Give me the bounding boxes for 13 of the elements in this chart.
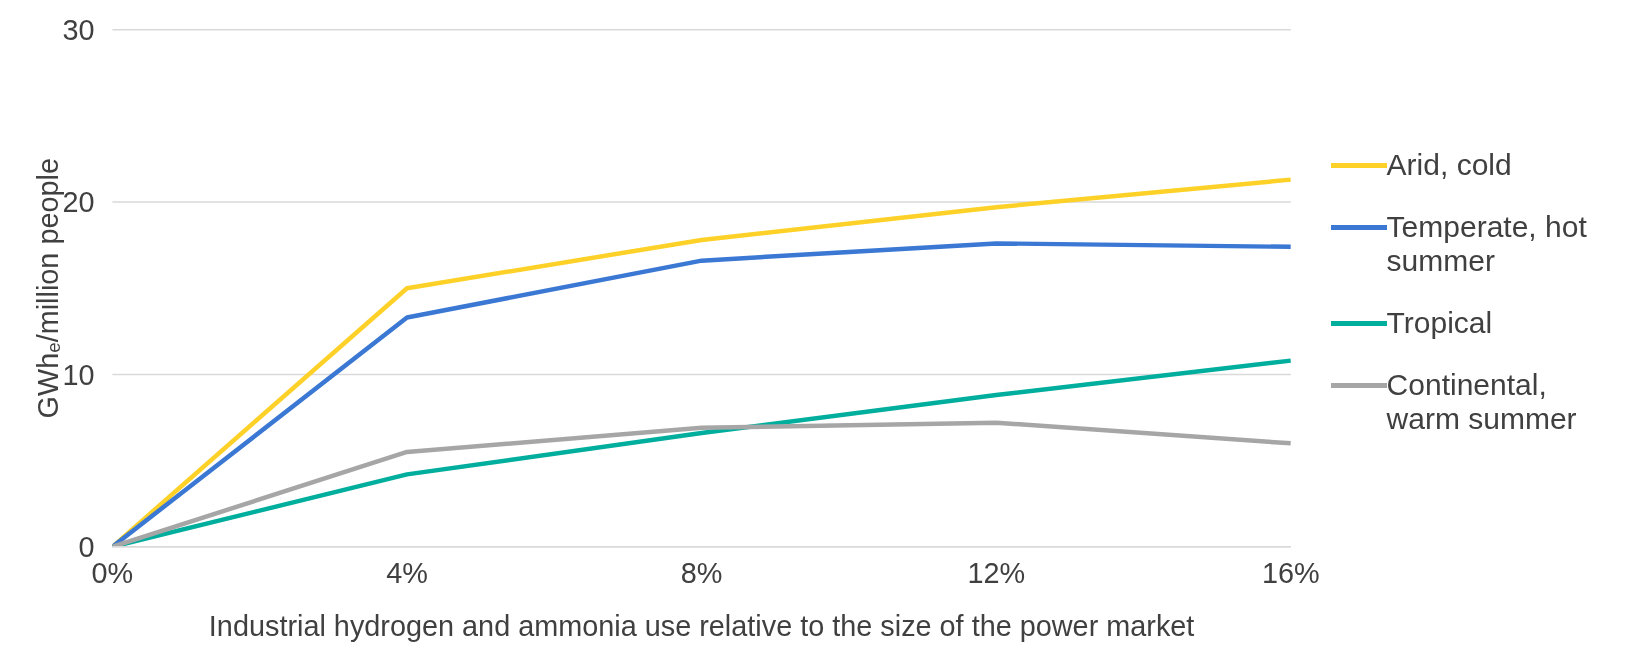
x-tick-label: 8%	[680, 557, 723, 590]
y-tick-label: 30	[62, 13, 95, 46]
x-tick-label: 12%	[967, 557, 1026, 590]
y-tick-label: 10	[62, 358, 95, 391]
legend-label: Continental, warm summer	[1386, 368, 1578, 436]
x-tick-label: 16%	[1261, 557, 1320, 590]
line-series	[112, 241, 1291, 547]
legend-label: Tropical	[1386, 306, 1494, 340]
legend-label: Arid, cold	[1386, 148, 1513, 182]
x-axis-title: Industrial hydrogen and ammonia use relative to the size of the power market	[208, 610, 1195, 643]
line-series	[112, 420, 1291, 547]
legend-label: Temperate, hot summer	[1386, 210, 1588, 278]
x-tick-label: 4%	[386, 557, 428, 590]
